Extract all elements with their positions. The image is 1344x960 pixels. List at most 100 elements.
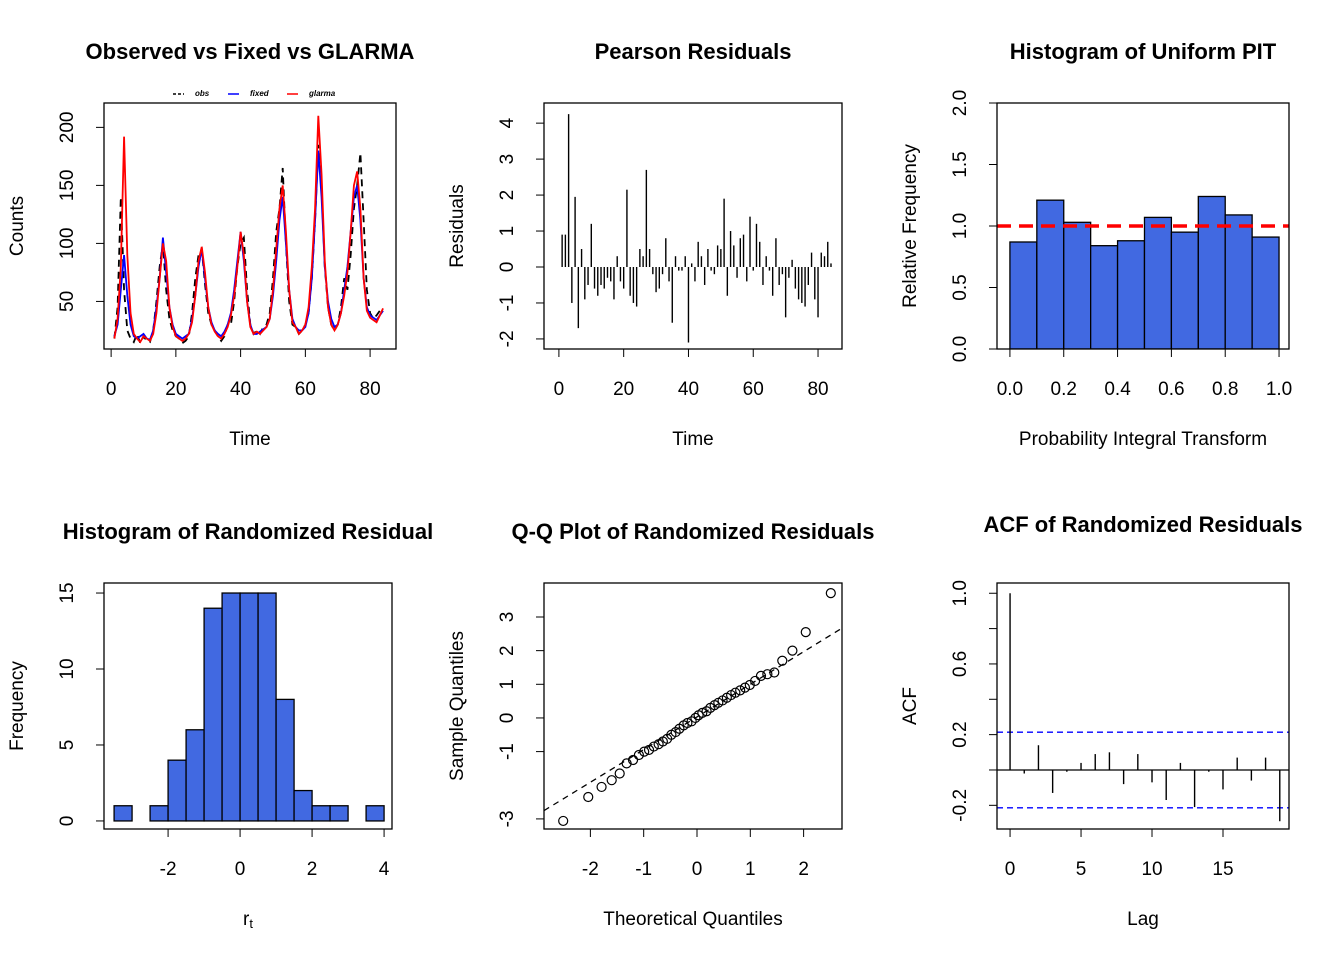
qq-point (800, 627, 811, 638)
x-axis-label: rt (243, 909, 253, 931)
x-tick-label: -1 (635, 859, 652, 880)
y-tick-label: -1 (497, 295, 518, 312)
x-tick-label: 0 (1005, 859, 1016, 880)
histogram-bar (1090, 245, 1119, 349)
x-axis-label: Time (672, 429, 714, 450)
y-axis-label: Sample Quantiles (447, 631, 468, 781)
x-tick-label: 80 (807, 379, 828, 400)
x-tick-label: 0 (554, 379, 565, 400)
y-tick-label: 200 (57, 112, 78, 144)
y-tick-label: 2.0 (950, 90, 971, 116)
y-tick-label: 1.5 (950, 151, 971, 177)
y-tick-label: 1 (497, 226, 518, 237)
histogram-bar (293, 789, 313, 822)
y-tick-label: 0.2 (950, 721, 971, 747)
histogram-bar (365, 805, 385, 822)
y-tick-label: 1.0 (950, 580, 971, 606)
plot-frame (996, 102, 1290, 350)
y-axis-label: Counts (7, 196, 28, 256)
qq-point (697, 707, 708, 718)
y-tick-label: 0.0 (950, 336, 971, 362)
x-axis-label-main: r (243, 909, 250, 930)
qq-point (627, 754, 639, 766)
qq-point (621, 758, 632, 769)
panel: Observed vs Fixed vs GLARMA Time Counts 0 20… (7, 39, 415, 450)
y-tick-label: 3 (497, 154, 518, 165)
plot-area (544, 587, 842, 827)
qq-point (682, 717, 693, 729)
histogram-bar (275, 698, 295, 822)
x-tick-label: 20 (613, 379, 634, 400)
y-tick-label: 2 (497, 645, 518, 656)
qq-point (777, 655, 788, 666)
qq-point (701, 706, 712, 717)
x-tick-label: 4 (379, 859, 390, 880)
x-tick-label: 40 (230, 379, 251, 400)
panel-title: Histogram of Randomized Residual (63, 519, 433, 544)
x-tick-label: 0.4 (1104, 379, 1131, 400)
legend-label: fixed (250, 89, 270, 98)
plot-area (997, 593, 1289, 822)
panel-title: Histogram of Uniform PIT (1010, 39, 1277, 64)
x-tick-label: 0.0 (997, 379, 1023, 400)
qq-point (633, 749, 644, 761)
qq-point (787, 645, 798, 656)
histogram-bar (1009, 241, 1038, 349)
histogram-bar (149, 805, 169, 822)
x-axis-label: Probability Integral Transform (1019, 429, 1267, 450)
histogram-bar (1063, 221, 1092, 349)
qq-point (648, 741, 659, 752)
histogram-bar (1197, 195, 1226, 349)
y-axis-label: Residuals (447, 184, 468, 267)
x-tick-label: 2 (798, 859, 809, 880)
qq-point (750, 675, 761, 687)
x-axis-label: Time (229, 429, 271, 450)
qq-point (769, 667, 780, 678)
legend-label: glarma (308, 89, 336, 98)
qq-point (730, 687, 741, 698)
y-tick-label: 5 (57, 740, 78, 751)
legend-label: obs (195, 89, 210, 98)
histogram-bar (167, 759, 187, 822)
plot-frame (543, 102, 843, 350)
x-tick-label: 0.6 (1158, 379, 1184, 400)
histogram-bar (1170, 231, 1199, 349)
histogram-bar (1143, 216, 1173, 349)
qq-point (606, 775, 617, 786)
qq-point (735, 685, 746, 696)
panel: Histogram of Uniform PIT Probability Inte… (900, 39, 1292, 450)
x-tick-label: -2 (160, 859, 177, 880)
y-tick-label: 50 (57, 291, 78, 312)
histogram-bar (113, 805, 133, 822)
x-tick-label: 80 (360, 379, 381, 400)
x-tick-label: 60 (295, 379, 316, 400)
qq-point (762, 669, 773, 680)
y-tick-label: -0.2 (950, 789, 971, 822)
y-axis-label: ACF (900, 687, 921, 725)
y-tick-label: 0 (497, 262, 518, 273)
x-tick-label: 20 (165, 379, 186, 400)
plot-frame (103, 102, 397, 350)
plot-area (113, 592, 385, 822)
plot-frame (543, 582, 843, 830)
histogram-bar (203, 607, 223, 822)
x-axis-label: Theoretical Quantiles (603, 909, 783, 930)
y-tick-label: 0.5 (950, 274, 971, 300)
histogram-bar (221, 592, 241, 822)
histogram-bar (257, 592, 277, 822)
plot-area (561, 114, 832, 343)
x-tick-label: 1 (745, 859, 756, 880)
qq-line (544, 627, 842, 812)
histogram-bar (185, 729, 205, 822)
x-tick-label: 0.8 (1212, 379, 1238, 400)
y-tick-label: 15 (57, 582, 78, 603)
qq-point (558, 815, 569, 827)
y-tick-label: 0.6 (950, 651, 971, 677)
qq-point (639, 746, 650, 757)
histogram-bar (1224, 214, 1253, 349)
histogram-bar (329, 805, 349, 822)
qq-point (670, 726, 681, 738)
x-tick-label: 0 (106, 379, 117, 400)
y-axis-label: Relative Frequency (900, 144, 921, 308)
